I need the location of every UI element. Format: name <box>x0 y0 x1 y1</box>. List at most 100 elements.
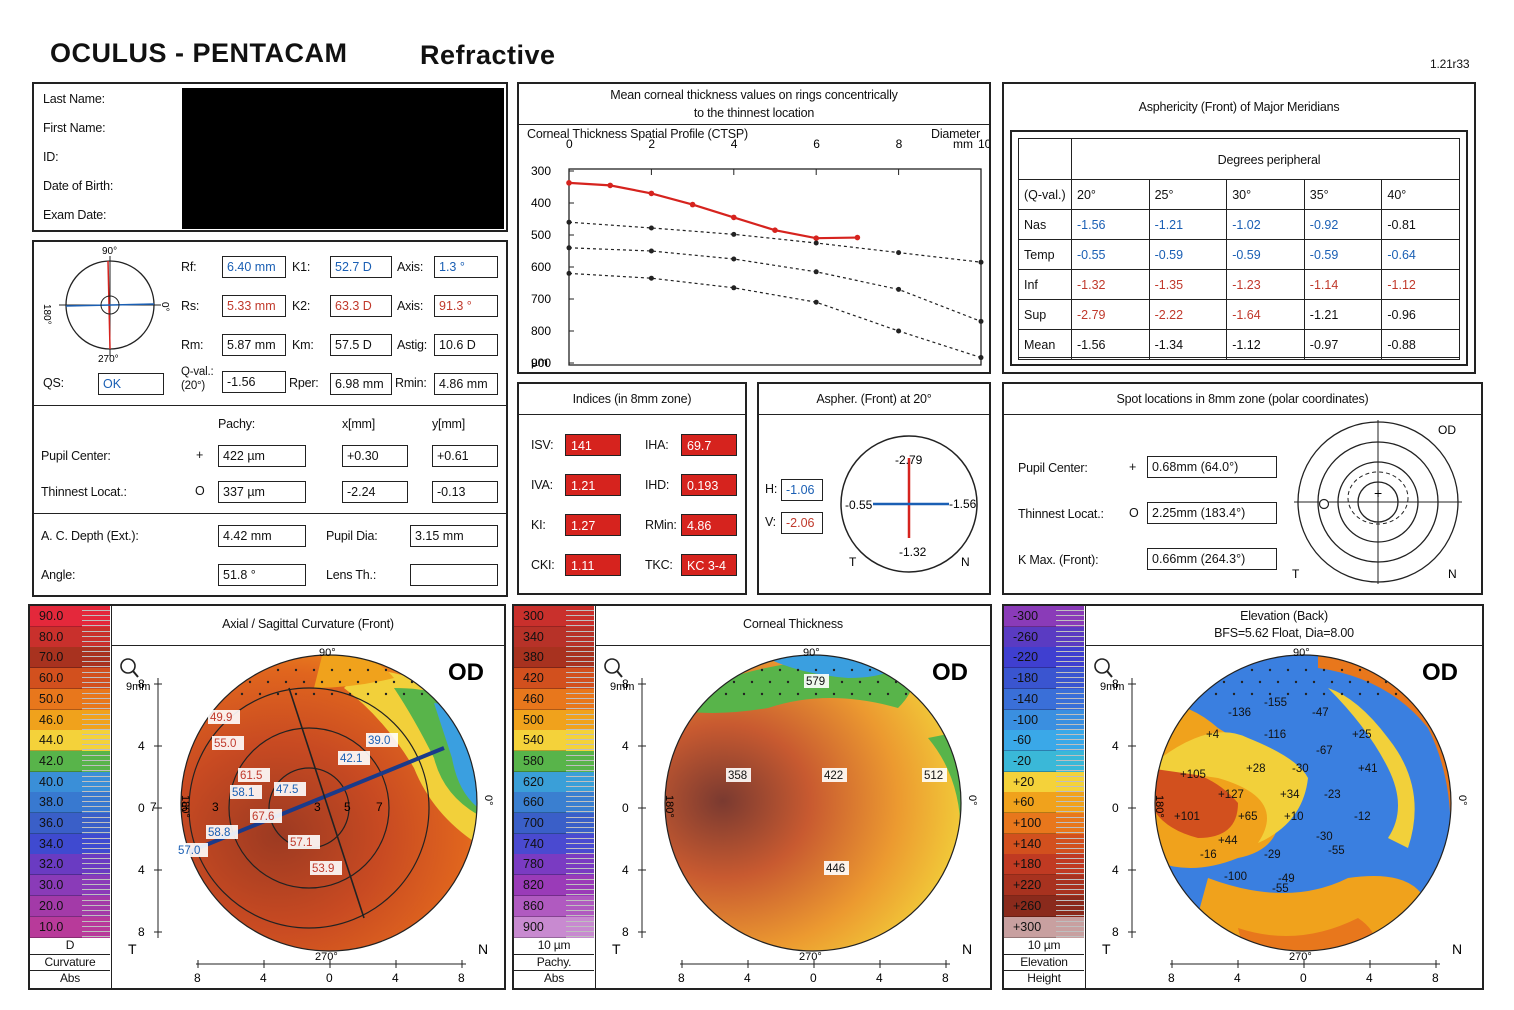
degree-0: 0° <box>966 795 978 806</box>
scale-value: 38.0 <box>30 792 82 814</box>
side-ruler-label: 4 <box>1112 863 1119 877</box>
map-dot <box>222 668 226 672</box>
astig-value: 10.6 D <box>434 334 498 356</box>
scale-stripe <box>1056 792 1084 814</box>
scale-stripe <box>566 709 594 731</box>
row-label: Inf <box>1018 269 1072 300</box>
spot-thinnest-value: 2.25mm (183.4°) <box>1147 502 1277 524</box>
map-dot <box>348 692 352 696</box>
scale-stripe <box>1056 771 1084 793</box>
spots-title: Spot locations in 8mm zone (polar coordi… <box>1116 392 1369 406</box>
series-point-normal-lower <box>978 355 984 361</box>
divider <box>519 124 989 125</box>
map-dot <box>912 680 916 684</box>
degree-0: 0° <box>482 795 494 806</box>
bottom-ruler-label: 4 <box>1366 971 1373 985</box>
scale-stripe <box>566 895 594 917</box>
x-tick-label: 6 <box>813 138 820 151</box>
aspher20-diagram: -2.79 -1.32 -0.55 -1.56 T N <box>840 435 978 573</box>
scale-stripe <box>1056 875 1084 897</box>
value-box <box>922 768 947 782</box>
map-dot <box>714 680 718 684</box>
map-dot <box>1232 692 1236 696</box>
thinnest-pachy-value: 337 µm <box>218 481 306 503</box>
side-ruler-label: 8 <box>1112 925 1119 939</box>
divider <box>759 414 989 415</box>
map-dot <box>732 680 736 684</box>
bottom-ruler-label: 8 <box>458 971 465 985</box>
scale-value: -100 <box>1004 709 1056 731</box>
column-header: 40° <box>1381 179 1460 210</box>
map-title: Corneal Thickness <box>743 617 843 631</box>
map-value-label: 55.0 <box>214 738 236 750</box>
scale-stripe <box>1056 750 1084 772</box>
side-ruler-label: 4 <box>138 863 145 877</box>
map-dot <box>266 680 270 684</box>
indices-panel: Indices (in 8mm zone) ISV: 141 IHA: 69.7 IVA… <box>517 382 747 595</box>
map-value-label: -116 <box>1264 729 1286 741</box>
index-value: 141 <box>565 434 621 456</box>
scale-stripe <box>566 854 594 876</box>
table-row: Nas -1.56 -1.21 -1.02 -0.92 -0.81 <box>1018 209 1460 240</box>
map-dot <box>742 668 746 672</box>
x-tick-label: 10 <box>978 138 989 151</box>
map-dot <box>320 680 324 684</box>
map-dot <box>796 692 800 696</box>
column-header: 30° <box>1226 179 1305 210</box>
series-point-normal-mid <box>648 248 654 254</box>
k2-label: K2: <box>292 299 311 313</box>
kmax-value: 0.66mm (264.3°) <box>1147 548 1277 570</box>
zoom-icon <box>1094 658 1110 674</box>
map-dot <box>814 668 818 672</box>
scale-stripe <box>1056 709 1084 731</box>
map-dot <box>850 668 854 672</box>
compass-180: 180° <box>44 304 52 325</box>
series-point-patient-red <box>813 235 819 241</box>
index-value: 4.86 <box>681 514 737 536</box>
y-tick-label: 800 <box>531 324 551 338</box>
version-label: 1.21r33 <box>1430 57 1470 71</box>
bottom-ruler-label: 4 <box>260 971 267 985</box>
map-zone-red <box>1155 768 1238 838</box>
q-value-cell: -0.81 <box>1381 209 1460 240</box>
q-value-cell: -1.23 <box>1226 269 1305 300</box>
scale-value: +100 <box>1004 813 1056 834</box>
corneal-thickness-map-panel: 300 340 380 420 460 500 540 580 620 660 700 740 780 8… <box>512 604 992 990</box>
degree-180: 180° <box>179 795 191 818</box>
aspher20-top: -2.79 <box>895 453 923 467</box>
series-point-normal-lower <box>731 285 737 291</box>
spot-thinnest-symbol: O <box>1129 506 1139 520</box>
scale-footer-mode: Abs <box>30 970 110 985</box>
index-value: KC 3-4 <box>681 554 737 576</box>
q-value-cell: -1.64 <box>1226 299 1305 330</box>
x-tick-label: 2 <box>648 138 655 151</box>
map-dot <box>1250 668 1254 672</box>
compass-90: 90° <box>102 246 117 257</box>
scale-value: 300 <box>514 606 566 627</box>
scale-value: 32.0 <box>30 854 82 876</box>
map-dot <box>366 668 370 672</box>
map-dot <box>230 680 234 684</box>
map-dot <box>832 692 836 696</box>
scale-value: 46.0 <box>30 709 82 731</box>
aspher20-right: -1.56 <box>949 497 977 511</box>
value-box <box>208 710 240 724</box>
indices-title: Indices (in 8mm zone) <box>572 392 692 406</box>
map-dot <box>858 680 862 684</box>
map-value-label: -100 <box>1224 871 1247 883</box>
value-box <box>726 768 751 782</box>
ctsp-title-line2: to the thinnest location <box>693 106 815 120</box>
series-point-normal-mid <box>731 256 737 262</box>
map-value-label: 42.1 <box>340 753 362 765</box>
map-dot <box>1394 692 1398 696</box>
map-dot <box>1204 680 1208 684</box>
map-dot <box>1214 692 1218 696</box>
series-point-normal-upper <box>813 240 819 246</box>
degree-90: 90° <box>803 648 820 659</box>
asphericity-title: Asphericity (Front) of Major Meridians <box>1138 100 1340 114</box>
map-zone-red-bottom <box>1238 918 1376 951</box>
map-value-label: +101 <box>1174 811 1200 823</box>
elevation-back-map-panel: -300 -260 -220 -180 -140 -100 -60 -20 +20 +60 +100… <box>1002 604 1484 990</box>
value-box <box>804 674 829 688</box>
spot-thinnest-label: Thinnest Locat.: <box>1018 507 1104 521</box>
